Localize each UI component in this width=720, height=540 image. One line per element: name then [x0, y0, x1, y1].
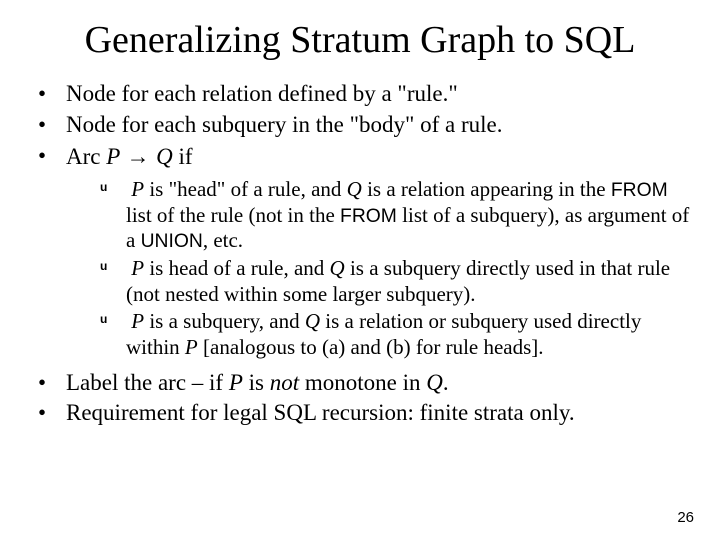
sub-bullet-list: P is "head" of a rule, and Q is a relati…	[66, 177, 696, 360]
sub-text: is head of a rule, and	[144, 256, 329, 280]
bullet-text: Node for each subquery in the "body" of …	[66, 112, 502, 137]
var-q: Q	[347, 177, 362, 201]
page-number: 26	[677, 509, 694, 526]
keyword-from: FROM	[611, 180, 668, 201]
sub-text: , etc.	[203, 228, 243, 252]
sub-text: [analogous to (a) and (b) for rule heads…	[198, 335, 544, 359]
bullet-item: Node for each subquery in the "body" of …	[32, 111, 696, 140]
arrow-icon: →	[120, 143, 156, 169]
bullet-text: Requirement for legal SQL recursion: fin…	[66, 400, 575, 425]
sub-text: list of the rule (not in the	[126, 203, 340, 227]
var-p: P	[131, 309, 144, 333]
sub-text: is a relation appearing in the	[362, 177, 611, 201]
bullet-item: Arc P → Q if P is "head" of a rule, and …	[32, 142, 696, 361]
var-q: Q	[330, 256, 345, 280]
var-p: P	[131, 256, 144, 280]
bullet-text: Label the arc – if	[66, 370, 229, 395]
var-p: P	[131, 177, 144, 201]
bullet-text: monotone in	[299, 370, 426, 395]
bullet-text: is	[243, 370, 270, 395]
bullet-text: .	[443, 370, 449, 395]
bullet-item: Requirement for legal SQL recursion: fin…	[32, 399, 696, 428]
sub-bullet-item: P is a subquery, and Q is a relation or …	[96, 309, 696, 360]
sub-bullet-item: P is head of a rule, and Q is a subquery…	[96, 256, 696, 307]
slide: Generalizing Stratum Graph to SQL Node f…	[0, 0, 720, 540]
var-p: P	[106, 144, 120, 169]
var-q: Q	[426, 370, 443, 395]
bullet-list: Node for each relation defined by a "rul…	[24, 80, 696, 428]
bullet-text: Node for each relation defined by a "rul…	[66, 81, 458, 106]
var-p: P	[185, 335, 198, 359]
bullet-text: if	[173, 144, 193, 169]
emph-not: not	[270, 370, 299, 395]
keyword-union: UNION	[141, 231, 203, 252]
var-q: Q	[156, 144, 173, 169]
var-p: P	[229, 370, 243, 395]
sub-text: is a subquery, and	[144, 309, 305, 333]
sub-bullet-item: P is "head" of a rule, and Q is a relati…	[96, 177, 696, 254]
bullet-text: Arc	[66, 144, 106, 169]
slide-title: Generalizing Stratum Graph to SQL	[24, 18, 696, 62]
keyword-from: FROM	[340, 206, 397, 227]
bullet-item: Node for each relation defined by a "rul…	[32, 80, 696, 109]
var-q: Q	[305, 309, 320, 333]
bullet-item: Label the arc – if P is not monotone in …	[32, 369, 696, 398]
sub-text: is "head" of a rule, and	[144, 177, 347, 201]
